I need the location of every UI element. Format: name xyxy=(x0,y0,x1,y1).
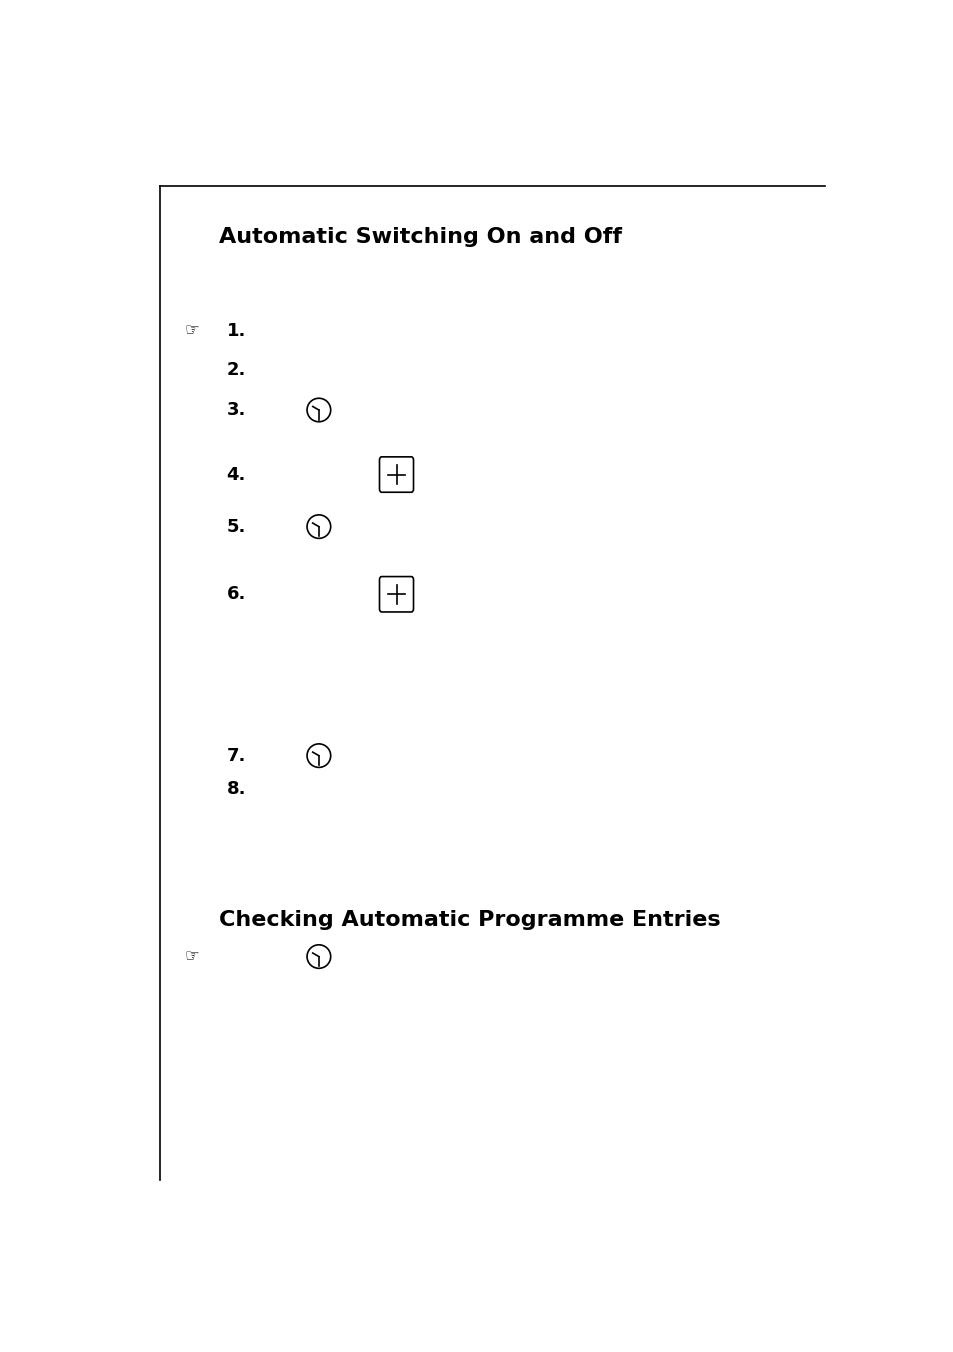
Text: Automatic Switching On and Off: Automatic Switching On and Off xyxy=(219,227,621,247)
FancyBboxPatch shape xyxy=(379,576,413,612)
FancyBboxPatch shape xyxy=(379,457,413,492)
Text: 6.: 6. xyxy=(226,585,246,603)
Text: 7.: 7. xyxy=(226,746,246,765)
Text: 4.: 4. xyxy=(226,465,246,484)
Text: 3.: 3. xyxy=(226,402,246,419)
Text: Checking Automatic Programme Entries: Checking Automatic Programme Entries xyxy=(219,910,720,930)
Text: 5.: 5. xyxy=(226,518,246,535)
Text: 2.: 2. xyxy=(226,361,246,380)
Text: ☞: ☞ xyxy=(184,322,199,339)
Text: ☞: ☞ xyxy=(184,948,199,965)
Text: 8.: 8. xyxy=(226,780,246,798)
Text: 1.: 1. xyxy=(226,322,246,339)
